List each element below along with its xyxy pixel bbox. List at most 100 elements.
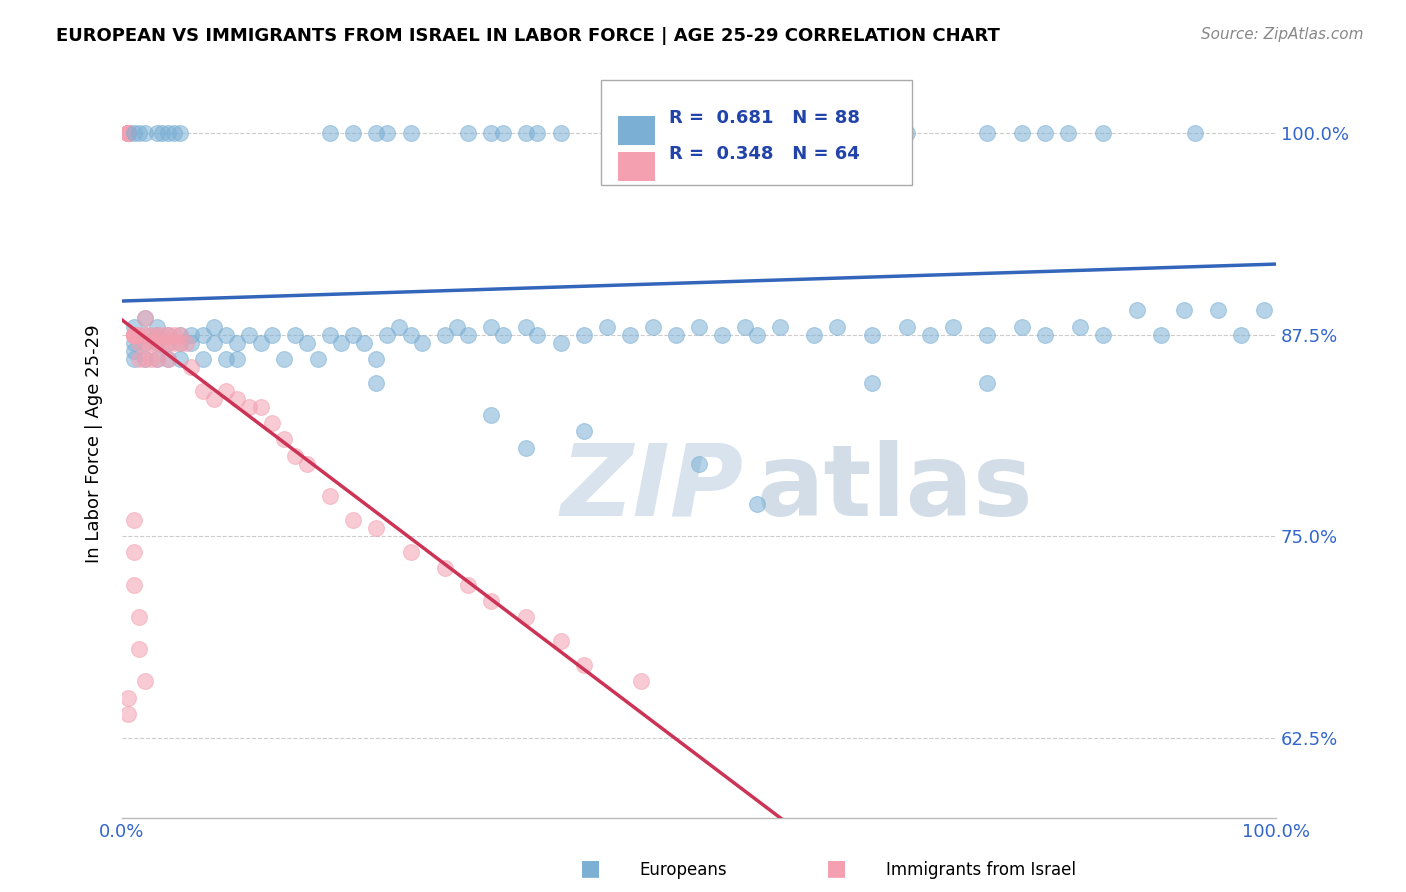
Point bbox=[734, 319, 756, 334]
Point bbox=[134, 311, 156, 326]
Point bbox=[202, 335, 225, 350]
Point bbox=[803, 327, 825, 342]
Point bbox=[1011, 126, 1033, 140]
Point bbox=[769, 319, 792, 334]
Text: R =  0.681   N = 88: R = 0.681 N = 88 bbox=[669, 109, 860, 127]
Point bbox=[1173, 303, 1195, 318]
Point bbox=[896, 126, 918, 140]
Point bbox=[117, 126, 139, 140]
Point bbox=[641, 319, 664, 334]
Point bbox=[122, 335, 145, 350]
Point bbox=[434, 561, 457, 575]
Point bbox=[515, 441, 537, 455]
Point bbox=[163, 327, 186, 342]
Point bbox=[526, 126, 548, 140]
Point bbox=[446, 319, 468, 334]
Point bbox=[399, 545, 422, 559]
Point bbox=[319, 327, 342, 342]
Point bbox=[457, 577, 479, 591]
Point bbox=[128, 335, 150, 350]
Point bbox=[202, 392, 225, 406]
Point bbox=[515, 319, 537, 334]
Point bbox=[134, 335, 156, 350]
Point bbox=[1206, 303, 1229, 318]
Point bbox=[284, 327, 307, 342]
Point bbox=[145, 319, 167, 334]
Point bbox=[117, 126, 139, 140]
Point bbox=[191, 384, 214, 398]
Point bbox=[117, 706, 139, 721]
Point bbox=[122, 327, 145, 342]
Point bbox=[145, 351, 167, 366]
Point bbox=[134, 327, 156, 342]
Point bbox=[860, 376, 883, 390]
Point bbox=[122, 319, 145, 334]
Point bbox=[492, 126, 515, 140]
Point bbox=[163, 335, 186, 350]
Point bbox=[157, 335, 180, 350]
Point bbox=[319, 489, 342, 503]
Point bbox=[122, 545, 145, 559]
Point bbox=[273, 351, 295, 366]
Point bbox=[284, 449, 307, 463]
Y-axis label: In Labor Force | Age 25-29: In Labor Force | Age 25-29 bbox=[86, 324, 103, 563]
Point bbox=[117, 690, 139, 705]
Text: EUROPEAN VS IMMIGRANTS FROM ISRAEL IN LABOR FORCE | AGE 25-29 CORRELATION CHART: EUROPEAN VS IMMIGRANTS FROM ISRAEL IN LA… bbox=[56, 27, 1000, 45]
Point bbox=[827, 126, 849, 140]
Point bbox=[860, 126, 883, 140]
Point bbox=[515, 126, 537, 140]
Point bbox=[1126, 303, 1149, 318]
Point bbox=[827, 319, 849, 334]
Point bbox=[128, 351, 150, 366]
Point bbox=[364, 351, 387, 366]
Point bbox=[157, 351, 180, 366]
Text: ■: ■ bbox=[581, 859, 600, 879]
Point bbox=[745, 497, 768, 511]
Point bbox=[1149, 327, 1171, 342]
Point bbox=[139, 327, 162, 342]
Point bbox=[769, 126, 792, 140]
Point bbox=[976, 327, 998, 342]
Point bbox=[273, 433, 295, 447]
Point bbox=[152, 335, 174, 350]
Point bbox=[688, 457, 710, 471]
Point bbox=[619, 327, 641, 342]
Point bbox=[342, 513, 364, 527]
Text: ZIP: ZIP bbox=[561, 440, 744, 537]
Point bbox=[134, 351, 156, 366]
Point bbox=[157, 126, 180, 140]
Point bbox=[152, 327, 174, 342]
Point bbox=[163, 126, 186, 140]
Point bbox=[353, 335, 375, 350]
Point bbox=[572, 327, 595, 342]
Point bbox=[134, 351, 156, 366]
Point bbox=[896, 319, 918, 334]
Text: Europeans: Europeans bbox=[640, 861, 727, 879]
Point bbox=[238, 401, 260, 415]
Text: R =  0.348   N = 64: R = 0.348 N = 64 bbox=[669, 145, 859, 162]
Bar bbox=[619, 153, 655, 181]
Point bbox=[550, 335, 572, 350]
Point bbox=[117, 126, 139, 140]
Point bbox=[117, 126, 139, 140]
Point bbox=[174, 335, 197, 350]
Point bbox=[1253, 303, 1275, 318]
Point bbox=[191, 327, 214, 342]
Point bbox=[976, 126, 998, 140]
Point bbox=[1091, 126, 1114, 140]
Point bbox=[117, 126, 139, 140]
Point bbox=[364, 521, 387, 535]
Point bbox=[117, 126, 139, 140]
Point bbox=[169, 327, 191, 342]
Point bbox=[364, 376, 387, 390]
Point bbox=[122, 327, 145, 342]
Point bbox=[122, 327, 145, 342]
Point bbox=[145, 335, 167, 350]
Point bbox=[307, 351, 329, 366]
Point bbox=[117, 126, 139, 140]
Point bbox=[122, 327, 145, 342]
Point bbox=[342, 327, 364, 342]
Point bbox=[157, 327, 180, 342]
Point bbox=[572, 425, 595, 439]
Point bbox=[122, 327, 145, 342]
